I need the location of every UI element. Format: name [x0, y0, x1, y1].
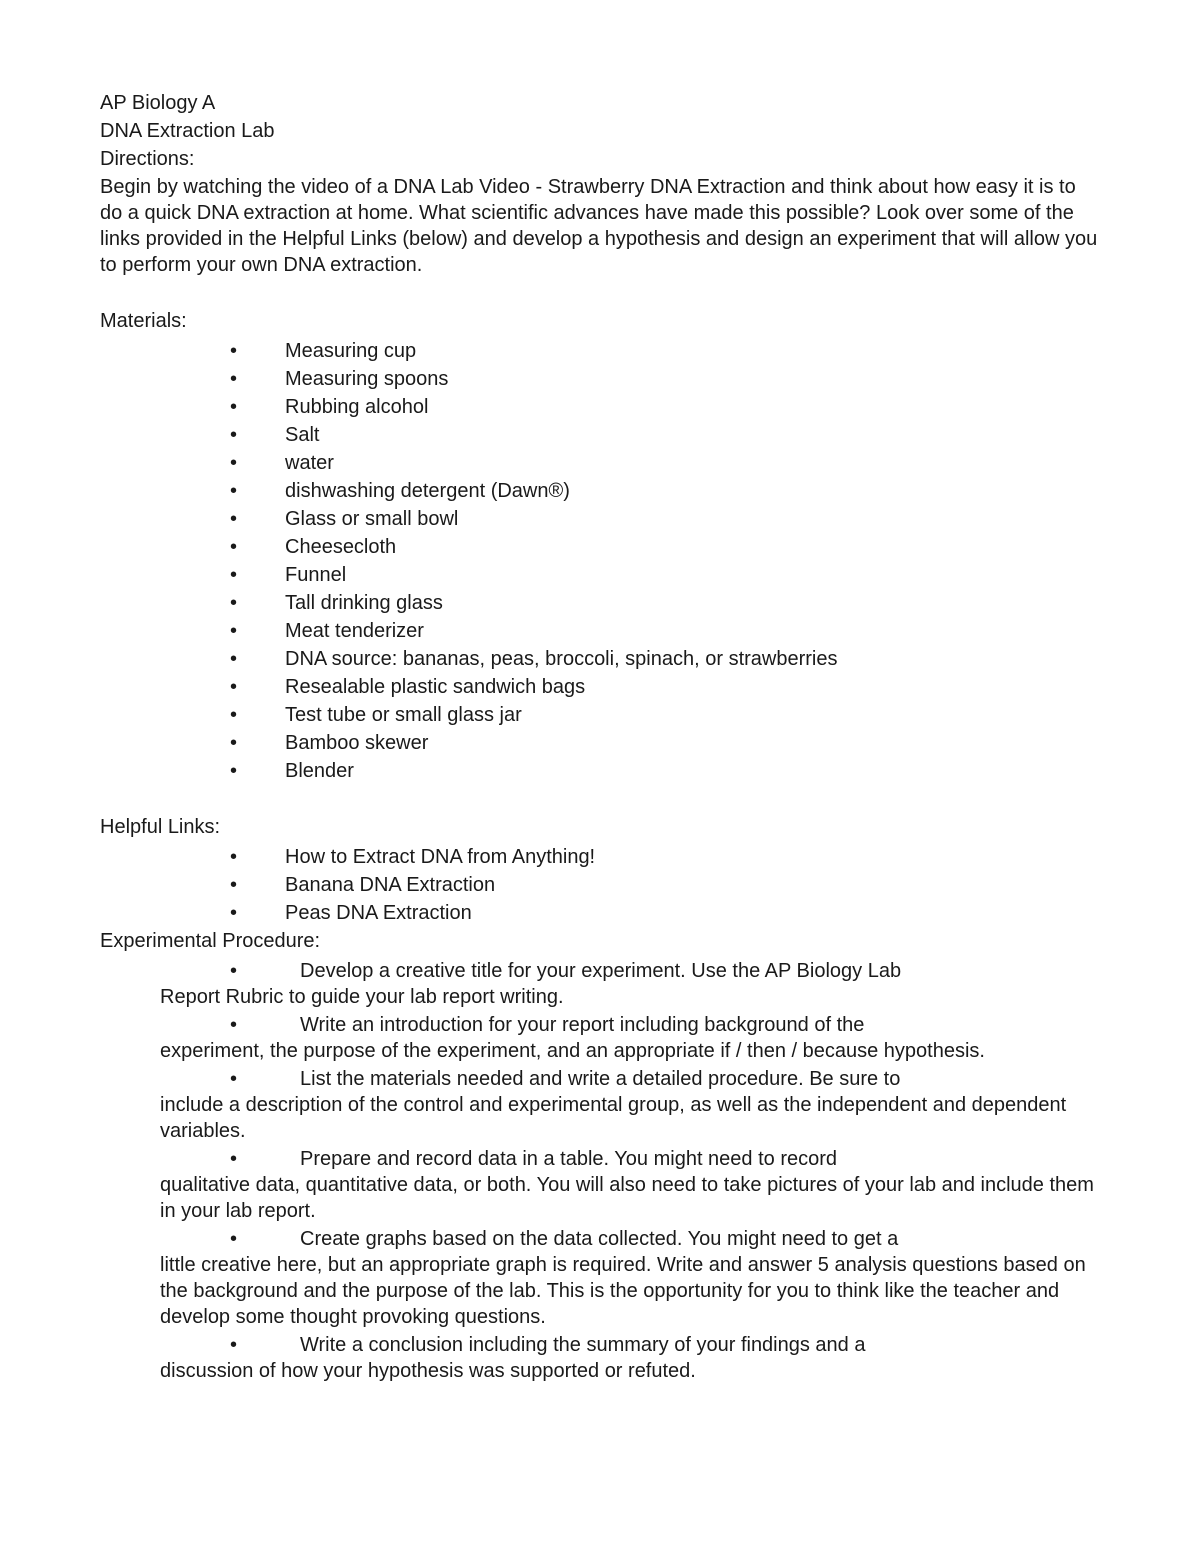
list-item-text: Measuring cup	[285, 338, 1100, 364]
bullet-icon: •	[160, 1226, 300, 1252]
list-item: •Cheesecloth	[100, 534, 1100, 560]
list-item-text: Bamboo skewer	[285, 730, 1100, 756]
bullet-icon: •	[230, 422, 285, 448]
list-item-text: Funnel	[285, 562, 1100, 588]
procedure-text-first: List the materials needed and write a de…	[300, 1066, 1100, 1092]
directions-label: Directions:	[100, 146, 1100, 172]
bullet-icon: •	[230, 450, 285, 476]
list-item: •water	[100, 450, 1100, 476]
bullet-icon: •	[230, 338, 285, 364]
links-label: Helpful Links:	[100, 814, 1100, 840]
list-item-text: Meat tenderizer	[285, 618, 1100, 644]
bullet-icon: •	[230, 366, 285, 392]
bullet-icon: •	[230, 674, 285, 700]
list-item-text: Measuring spoons	[285, 366, 1100, 392]
bullet-icon: •	[230, 534, 285, 560]
list-item: •Glass or small bowl	[100, 506, 1100, 532]
list-item: •Measuring spoons	[100, 366, 1100, 392]
bullet-icon: •	[230, 844, 285, 870]
list-item: •Meat tenderizer	[100, 618, 1100, 644]
procedure-item: •List the materials needed and write a d…	[100, 1066, 1100, 1144]
list-item: •Banana DNA Extraction	[100, 872, 1100, 898]
document-page: AP Biology A DNA Extraction Lab Directio…	[0, 0, 1200, 1553]
procedure-item: •Develop a creative title for your exper…	[100, 958, 1100, 1010]
lab-title: DNA Extraction Lab	[100, 118, 1100, 144]
procedure-text-first: Create graphs based on the data collecte…	[300, 1226, 1100, 1252]
list-item-text: Glass or small bowl	[285, 506, 1100, 532]
procedure-text-rest: little creative here, but an appropriate…	[160, 1252, 1100, 1330]
materials-label: Materials:	[100, 308, 1100, 334]
course-title: AP Biology A	[100, 90, 1100, 116]
list-item: •Funnel	[100, 562, 1100, 588]
procedure-list: •Develop a creative title for your exper…	[100, 958, 1100, 1384]
list-item-text: Rubbing alcohol	[285, 394, 1100, 420]
list-item: •Resealable plastic sandwich bags	[100, 674, 1100, 700]
procedure-text-rest: include a description of the control and…	[160, 1092, 1100, 1144]
bullet-icon: •	[230, 758, 285, 784]
list-item-text: Salt	[285, 422, 1100, 448]
bullet-icon: •	[160, 1146, 300, 1172]
list-item: •Measuring cup	[100, 338, 1100, 364]
list-item-text: Resealable plastic sandwich bags	[285, 674, 1100, 700]
list-item-text: How to Extract DNA from Anything!	[285, 844, 1100, 870]
bullet-icon: •	[230, 646, 285, 672]
list-item: •Bamboo skewer	[100, 730, 1100, 756]
list-item: •How to Extract DNA from Anything!	[100, 844, 1100, 870]
list-item: •Rubbing alcohol	[100, 394, 1100, 420]
procedure-text-rest: experiment, the purpose of the experimen…	[160, 1038, 1100, 1064]
procedure-text-rest: discussion of how your hypothesis was su…	[160, 1358, 1100, 1384]
procedure-text-rest: qualitative data, quantitative data, or …	[160, 1172, 1100, 1224]
bullet-icon: •	[160, 1012, 300, 1038]
bullet-icon: •	[230, 618, 285, 644]
list-item: •Salt	[100, 422, 1100, 448]
list-item-text: water	[285, 450, 1100, 476]
list-item-text: Tall drinking glass	[285, 590, 1100, 616]
list-item-text: Blender	[285, 758, 1100, 784]
procedure-item: •Write a conclusion including the summar…	[100, 1332, 1100, 1384]
bullet-icon: •	[230, 900, 285, 926]
bullet-icon: •	[230, 702, 285, 728]
list-item: •DNA source: bananas, peas, broccoli, sp…	[100, 646, 1100, 672]
procedure-text-first: Write a conclusion including the summary…	[300, 1332, 1100, 1358]
list-item: •Tall drinking glass	[100, 590, 1100, 616]
materials-list: •Measuring cup•Measuring spoons•Rubbing …	[100, 338, 1100, 784]
list-item-text: dishwashing detergent (Dawn®)	[285, 478, 1100, 504]
list-item: •Test tube or small glass jar	[100, 702, 1100, 728]
procedure-text-first: Write an introduction for your report in…	[300, 1012, 1100, 1038]
bullet-icon: •	[230, 730, 285, 756]
list-item-text: Test tube or small glass jar	[285, 702, 1100, 728]
list-item-text: Peas DNA Extraction	[285, 900, 1100, 926]
list-item-text: Banana DNA Extraction	[285, 872, 1100, 898]
bullet-icon: •	[160, 1066, 300, 1092]
procedure-text-rest: Report Rubric to guide your lab report w…	[160, 984, 1100, 1010]
procedure-item: •Write an introduction for your report i…	[100, 1012, 1100, 1064]
procedure-item: •Create graphs based on the data collect…	[100, 1226, 1100, 1330]
directions-text: Begin by watching the video of a DNA Lab…	[100, 174, 1100, 278]
list-item: •Peas DNA Extraction	[100, 900, 1100, 926]
bullet-icon: •	[230, 562, 285, 588]
bullet-icon: •	[160, 1332, 300, 1358]
list-item: •Blender	[100, 758, 1100, 784]
list-item-text: Cheesecloth	[285, 534, 1100, 560]
bullet-icon: •	[230, 590, 285, 616]
procedure-text-first: Develop a creative title for your experi…	[300, 958, 1100, 984]
bullet-icon: •	[160, 958, 300, 984]
procedure-item: •Prepare and record data in a table. You…	[100, 1146, 1100, 1224]
bullet-icon: •	[230, 394, 285, 420]
bullet-icon: •	[230, 478, 285, 504]
list-item: •dishwashing detergent (Dawn®)	[100, 478, 1100, 504]
procedure-label: Experimental Procedure:	[100, 928, 1100, 954]
procedure-text-first: Prepare and record data in a table. You …	[300, 1146, 1100, 1172]
links-list: •How to Extract DNA from Anything!•Banan…	[100, 844, 1100, 926]
bullet-icon: •	[230, 506, 285, 532]
list-item-text: DNA source: bananas, peas, broccoli, spi…	[285, 646, 1100, 672]
bullet-icon: •	[230, 872, 285, 898]
